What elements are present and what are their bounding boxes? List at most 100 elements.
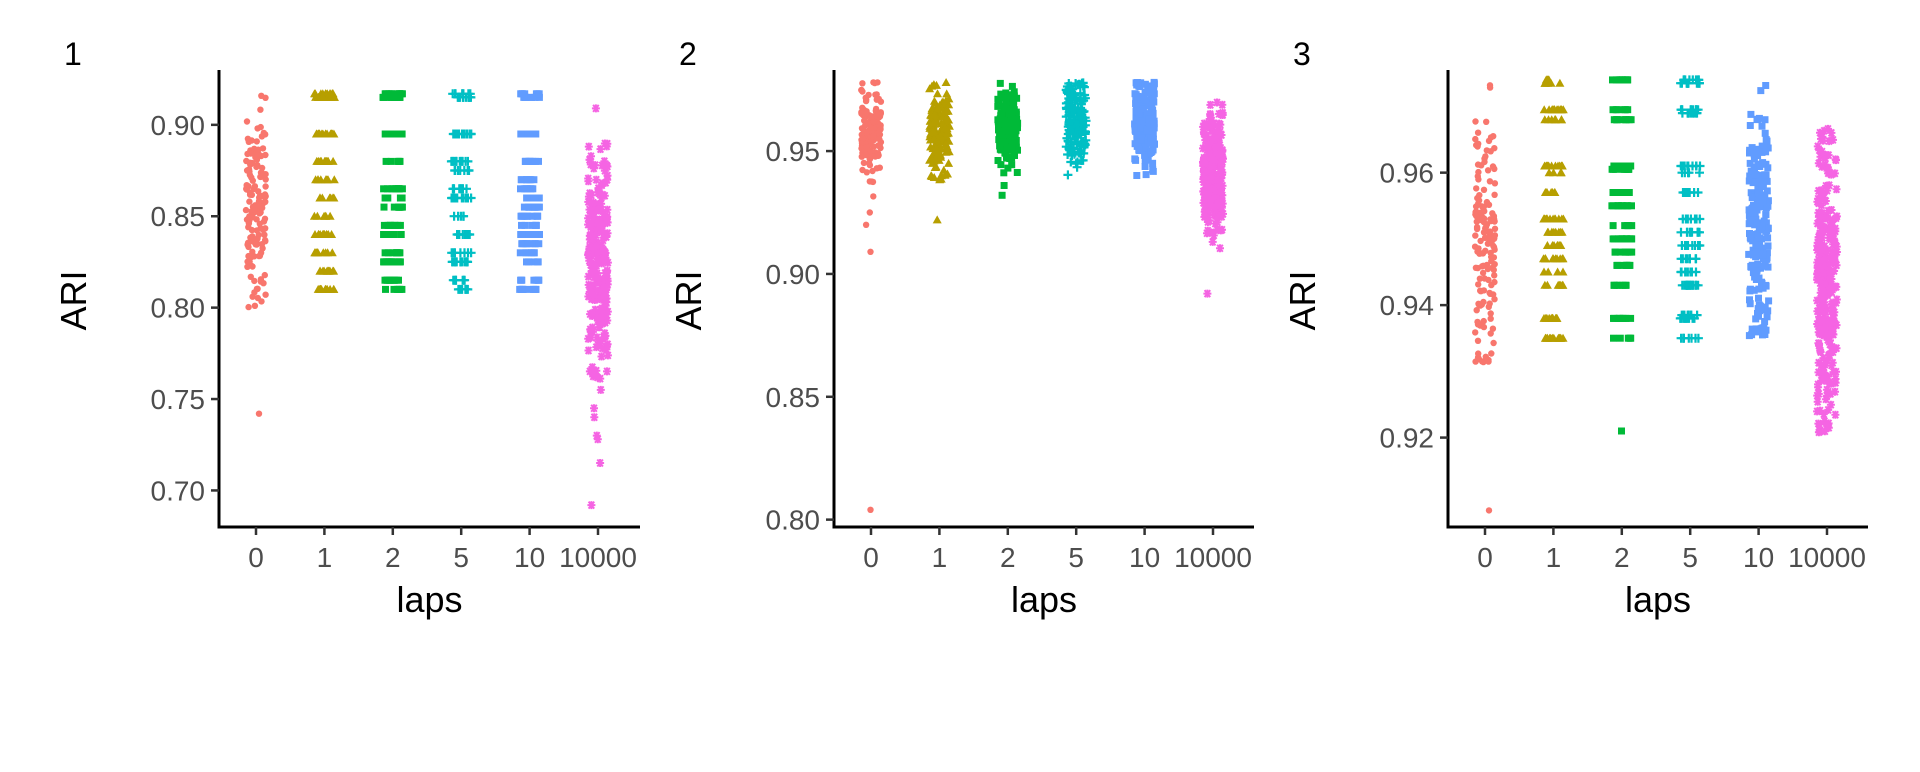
data-point xyxy=(862,151,870,159)
data-point xyxy=(1472,118,1479,125)
data-point xyxy=(929,134,939,143)
data-point xyxy=(1614,235,1622,243)
data-point xyxy=(379,93,387,101)
data-point xyxy=(1829,135,1837,145)
y-tick-label: 0.95 xyxy=(766,136,821,167)
data-point xyxy=(1214,212,1223,221)
x-tick-label: 0 xyxy=(1477,542,1493,573)
data-point xyxy=(862,94,869,101)
data-point xyxy=(584,142,593,151)
data-point xyxy=(1556,168,1566,177)
data-point xyxy=(1064,119,1074,129)
data-point xyxy=(1622,314,1630,322)
data-point xyxy=(1813,261,1822,270)
data-point xyxy=(595,294,604,304)
data-point xyxy=(1473,185,1480,192)
data-point xyxy=(867,138,875,146)
data-point xyxy=(453,92,463,102)
series-laps-5 xyxy=(446,89,476,294)
data-point xyxy=(249,214,256,221)
data-point xyxy=(380,203,388,211)
data-point xyxy=(1758,142,1766,150)
data-point xyxy=(1746,146,1754,154)
data-point xyxy=(1551,227,1561,236)
data-point xyxy=(1011,152,1018,159)
data-point xyxy=(1072,139,1082,149)
data-point xyxy=(1482,153,1489,160)
data-point xyxy=(1618,235,1626,243)
data-point xyxy=(382,285,389,293)
data-point xyxy=(1814,380,1822,389)
data-point xyxy=(1756,190,1764,197)
data-point xyxy=(1204,141,1213,150)
data-point xyxy=(1485,235,1493,243)
data-point xyxy=(1813,219,1822,228)
data-point xyxy=(1218,100,1227,109)
data-point xyxy=(1076,94,1086,104)
data-point xyxy=(257,123,264,131)
data-point xyxy=(1487,134,1495,141)
data-point xyxy=(523,258,530,266)
y-tick-label: 0.92 xyxy=(1380,423,1435,454)
data-point xyxy=(1831,387,1839,396)
data-point xyxy=(1208,228,1217,238)
data-point xyxy=(590,404,598,413)
data-point xyxy=(587,333,596,342)
data-point xyxy=(1764,144,1772,152)
data-point xyxy=(1480,262,1487,269)
data-point xyxy=(1540,161,1550,170)
data-point xyxy=(1542,241,1552,249)
data-point xyxy=(1627,314,1635,322)
data-point xyxy=(1762,281,1770,289)
data-point xyxy=(1746,234,1754,242)
y-tick-label: 0.85 xyxy=(766,382,821,413)
data-point xyxy=(1746,300,1754,308)
data-point xyxy=(459,275,469,285)
data-point xyxy=(1816,209,1825,218)
data-point xyxy=(1823,186,1832,195)
data-point xyxy=(930,98,940,107)
data-point xyxy=(246,258,253,265)
data-point xyxy=(387,157,395,165)
data-point xyxy=(1135,147,1143,155)
data-point xyxy=(859,104,866,112)
data-point xyxy=(1612,162,1620,170)
data-point xyxy=(602,298,611,307)
data-point xyxy=(395,157,403,165)
data-point xyxy=(1762,148,1770,156)
data-point xyxy=(1207,173,1216,182)
data-point xyxy=(1762,82,1770,89)
data-point xyxy=(523,194,531,202)
data-point xyxy=(1071,79,1081,88)
data-point xyxy=(520,93,528,101)
data-point xyxy=(593,313,602,323)
data-point xyxy=(1148,130,1156,138)
y-axis-title: ARI xyxy=(1282,270,1323,330)
data-point xyxy=(1826,274,1835,284)
data-point xyxy=(1143,111,1151,119)
data-point xyxy=(1753,199,1761,206)
data-point xyxy=(1813,407,1822,416)
data-point xyxy=(460,248,469,258)
data-point xyxy=(1756,163,1764,170)
data-point xyxy=(1617,76,1625,84)
data-point xyxy=(325,89,335,98)
data-point xyxy=(1831,227,1840,236)
data-point xyxy=(1203,289,1212,298)
data-point xyxy=(1758,278,1765,286)
x-tick-label: 2 xyxy=(1614,542,1630,573)
data-point xyxy=(529,157,537,165)
data-point xyxy=(1746,122,1754,129)
data-point xyxy=(588,231,597,240)
data-point xyxy=(1002,99,1010,107)
data-point xyxy=(1828,215,1837,224)
data-point xyxy=(1622,106,1629,114)
data-point xyxy=(447,248,457,258)
data-point xyxy=(1814,339,1823,348)
data-point xyxy=(860,159,868,167)
data-point xyxy=(595,225,604,235)
data-point xyxy=(1829,367,1838,377)
data-point xyxy=(1208,237,1217,247)
data-point xyxy=(388,249,396,257)
data-point xyxy=(1832,295,1841,304)
